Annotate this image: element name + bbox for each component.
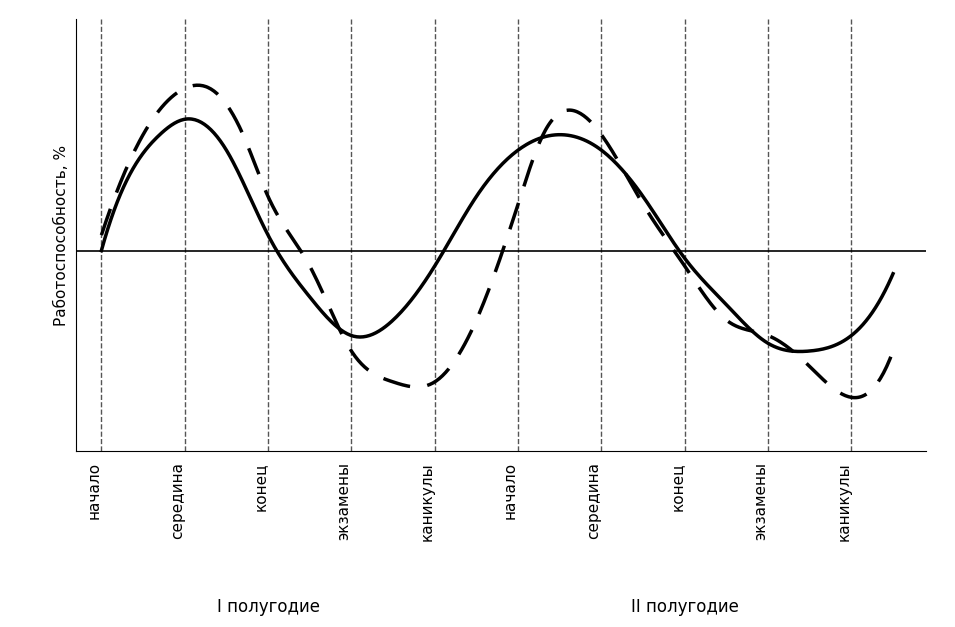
Text: начало: начало <box>503 462 518 519</box>
Text: начало: начало <box>86 462 101 519</box>
Text: середина: середина <box>586 462 602 539</box>
Y-axis label: Работоспособность, %: Работоспособность, % <box>54 145 70 325</box>
Text: экзамены: экзамены <box>753 462 768 540</box>
Text: конец: конец <box>669 462 685 511</box>
Text: середина: середина <box>170 462 184 539</box>
Text: II полугодие: II полугодие <box>630 598 738 616</box>
Text: экзамены: экзамены <box>336 462 351 540</box>
Text: каникулы: каникулы <box>419 462 435 541</box>
Text: I полугодие: I полугодие <box>217 598 320 616</box>
Text: конец: конец <box>253 462 268 511</box>
Text: каникулы: каникулы <box>837 462 851 541</box>
